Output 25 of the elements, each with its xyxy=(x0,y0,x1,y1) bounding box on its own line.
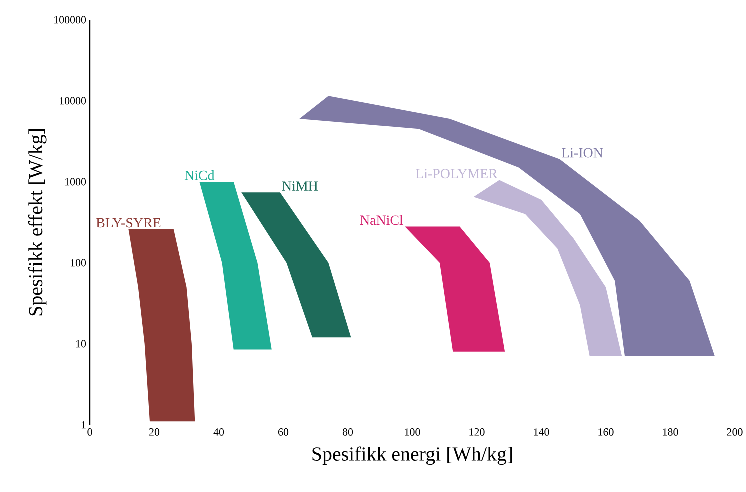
series-label: Li-POLYMER xyxy=(416,169,498,179)
x-tick-label: 40 xyxy=(214,428,224,436)
x-tick-label: 0 xyxy=(88,428,92,436)
y-tick-label: 100000 xyxy=(54,16,86,24)
y-tick-label: 10 xyxy=(76,340,86,348)
x-axis-title: Spesifikk energi [Wh/kg] xyxy=(312,446,512,466)
x-tick-label: 100 xyxy=(405,428,420,436)
x-tick-label: 180 xyxy=(663,428,678,436)
x-tick-label: 200 xyxy=(727,428,743,436)
series-label: Li-ION xyxy=(562,148,604,158)
series-label: NaNiCl xyxy=(360,215,404,226)
y-tick-label: 10000 xyxy=(60,97,86,105)
x-tick-label: 60 xyxy=(278,428,289,436)
y-axis-title: Spesifikk effekt [W/kg] xyxy=(28,130,47,316)
y-tick-label: 1000 xyxy=(66,178,86,186)
series-label: NiMH xyxy=(282,182,318,191)
x-tick-label: 140 xyxy=(534,428,550,436)
y-tick-label: 100 xyxy=(71,259,86,267)
y-tick-label: 1 xyxy=(82,421,86,429)
series-label: BLY-SYRE xyxy=(96,218,161,228)
x-tick-label: 120 xyxy=(470,428,485,436)
x-tick-label: 160 xyxy=(598,428,614,436)
series-label: NiCd xyxy=(184,170,215,180)
x-tick-label: 80 xyxy=(342,428,354,436)
x-tick-label: 20 xyxy=(150,428,160,436)
